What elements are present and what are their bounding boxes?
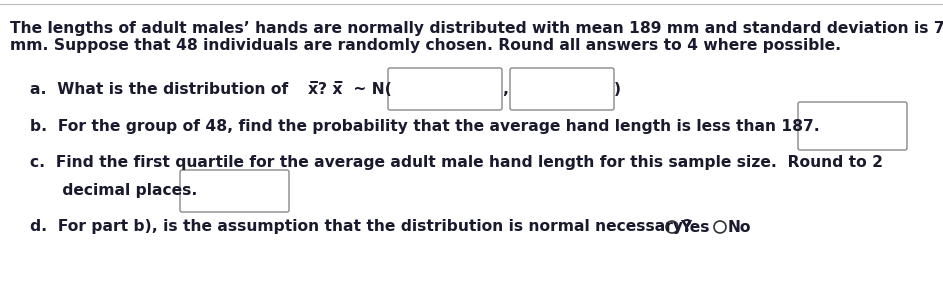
Text: Yes: Yes (680, 219, 709, 234)
Text: No: No (728, 219, 752, 234)
Text: d.  For part b), is the assumption that the distribution is normal necessary?: d. For part b), is the assumption that t… (30, 219, 692, 234)
Text: x̅? x̅: x̅? x̅ (308, 82, 342, 97)
Text: decimal places.: decimal places. (30, 184, 197, 199)
Text: ~ N(: ~ N( (348, 82, 391, 97)
Text: ,: , (502, 82, 508, 97)
FancyBboxPatch shape (388, 68, 502, 110)
FancyBboxPatch shape (180, 170, 289, 212)
Text: The lengths of adult males’ hands are normally distributed with mean 189 mm and : The lengths of adult males’ hands are no… (10, 21, 943, 36)
Text: c.  Find the first quartile for the average adult male hand length for this samp: c. Find the first quartile for the avera… (30, 155, 883, 170)
Text: a.  What is the distribution of: a. What is the distribution of (30, 82, 293, 97)
Text: ): ) (614, 82, 621, 97)
Text: b.  For the group of 48, find the probability that the average hand length is le: b. For the group of 48, find the probabi… (30, 118, 819, 133)
Text: mm. Suppose that 48 individuals are randomly chosen. Round all answers to 4 wher: mm. Suppose that 48 individuals are rand… (10, 38, 841, 53)
FancyBboxPatch shape (510, 68, 614, 110)
FancyBboxPatch shape (798, 102, 907, 150)
